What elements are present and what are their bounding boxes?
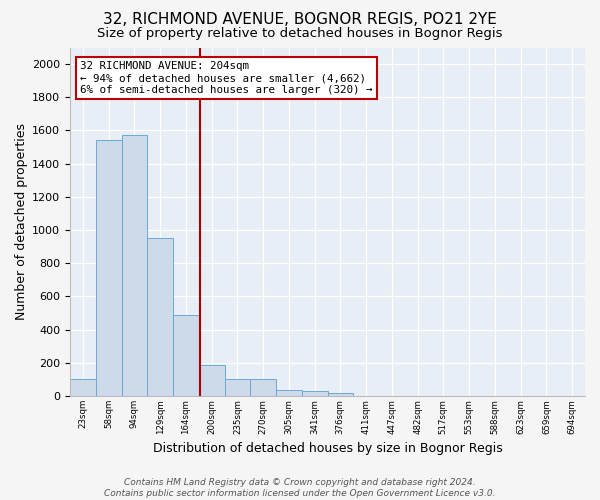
Bar	[224, 380, 250, 396]
Bar	[276, 390, 302, 396]
Bar	[147, 238, 173, 396]
Text: Contains HM Land Registry data © Crown copyright and database right 2024.
Contai: Contains HM Land Registry data © Crown c…	[104, 478, 496, 498]
Text: 32 RICHMOND AVENUE: 204sqm
← 94% of detached houses are smaller (4,662)
6% of se: 32 RICHMOND AVENUE: 204sqm ← 94% of deta…	[80, 62, 373, 94]
Bar	[122, 134, 147, 396]
Bar	[173, 314, 199, 396]
Bar	[96, 140, 122, 396]
Bar	[199, 366, 224, 396]
Bar	[70, 378, 96, 396]
Text: 32, RICHMOND AVENUE, BOGNOR REGIS, PO21 2YE: 32, RICHMOND AVENUE, BOGNOR REGIS, PO21 …	[103, 12, 497, 28]
Text: Size of property relative to detached houses in Bognor Regis: Size of property relative to detached ho…	[97, 28, 503, 40]
X-axis label: Distribution of detached houses by size in Bognor Regis: Distribution of detached houses by size …	[152, 442, 502, 455]
Bar	[250, 380, 276, 396]
Bar	[302, 391, 328, 396]
Bar	[328, 392, 353, 396]
Y-axis label: Number of detached properties: Number of detached properties	[15, 124, 28, 320]
